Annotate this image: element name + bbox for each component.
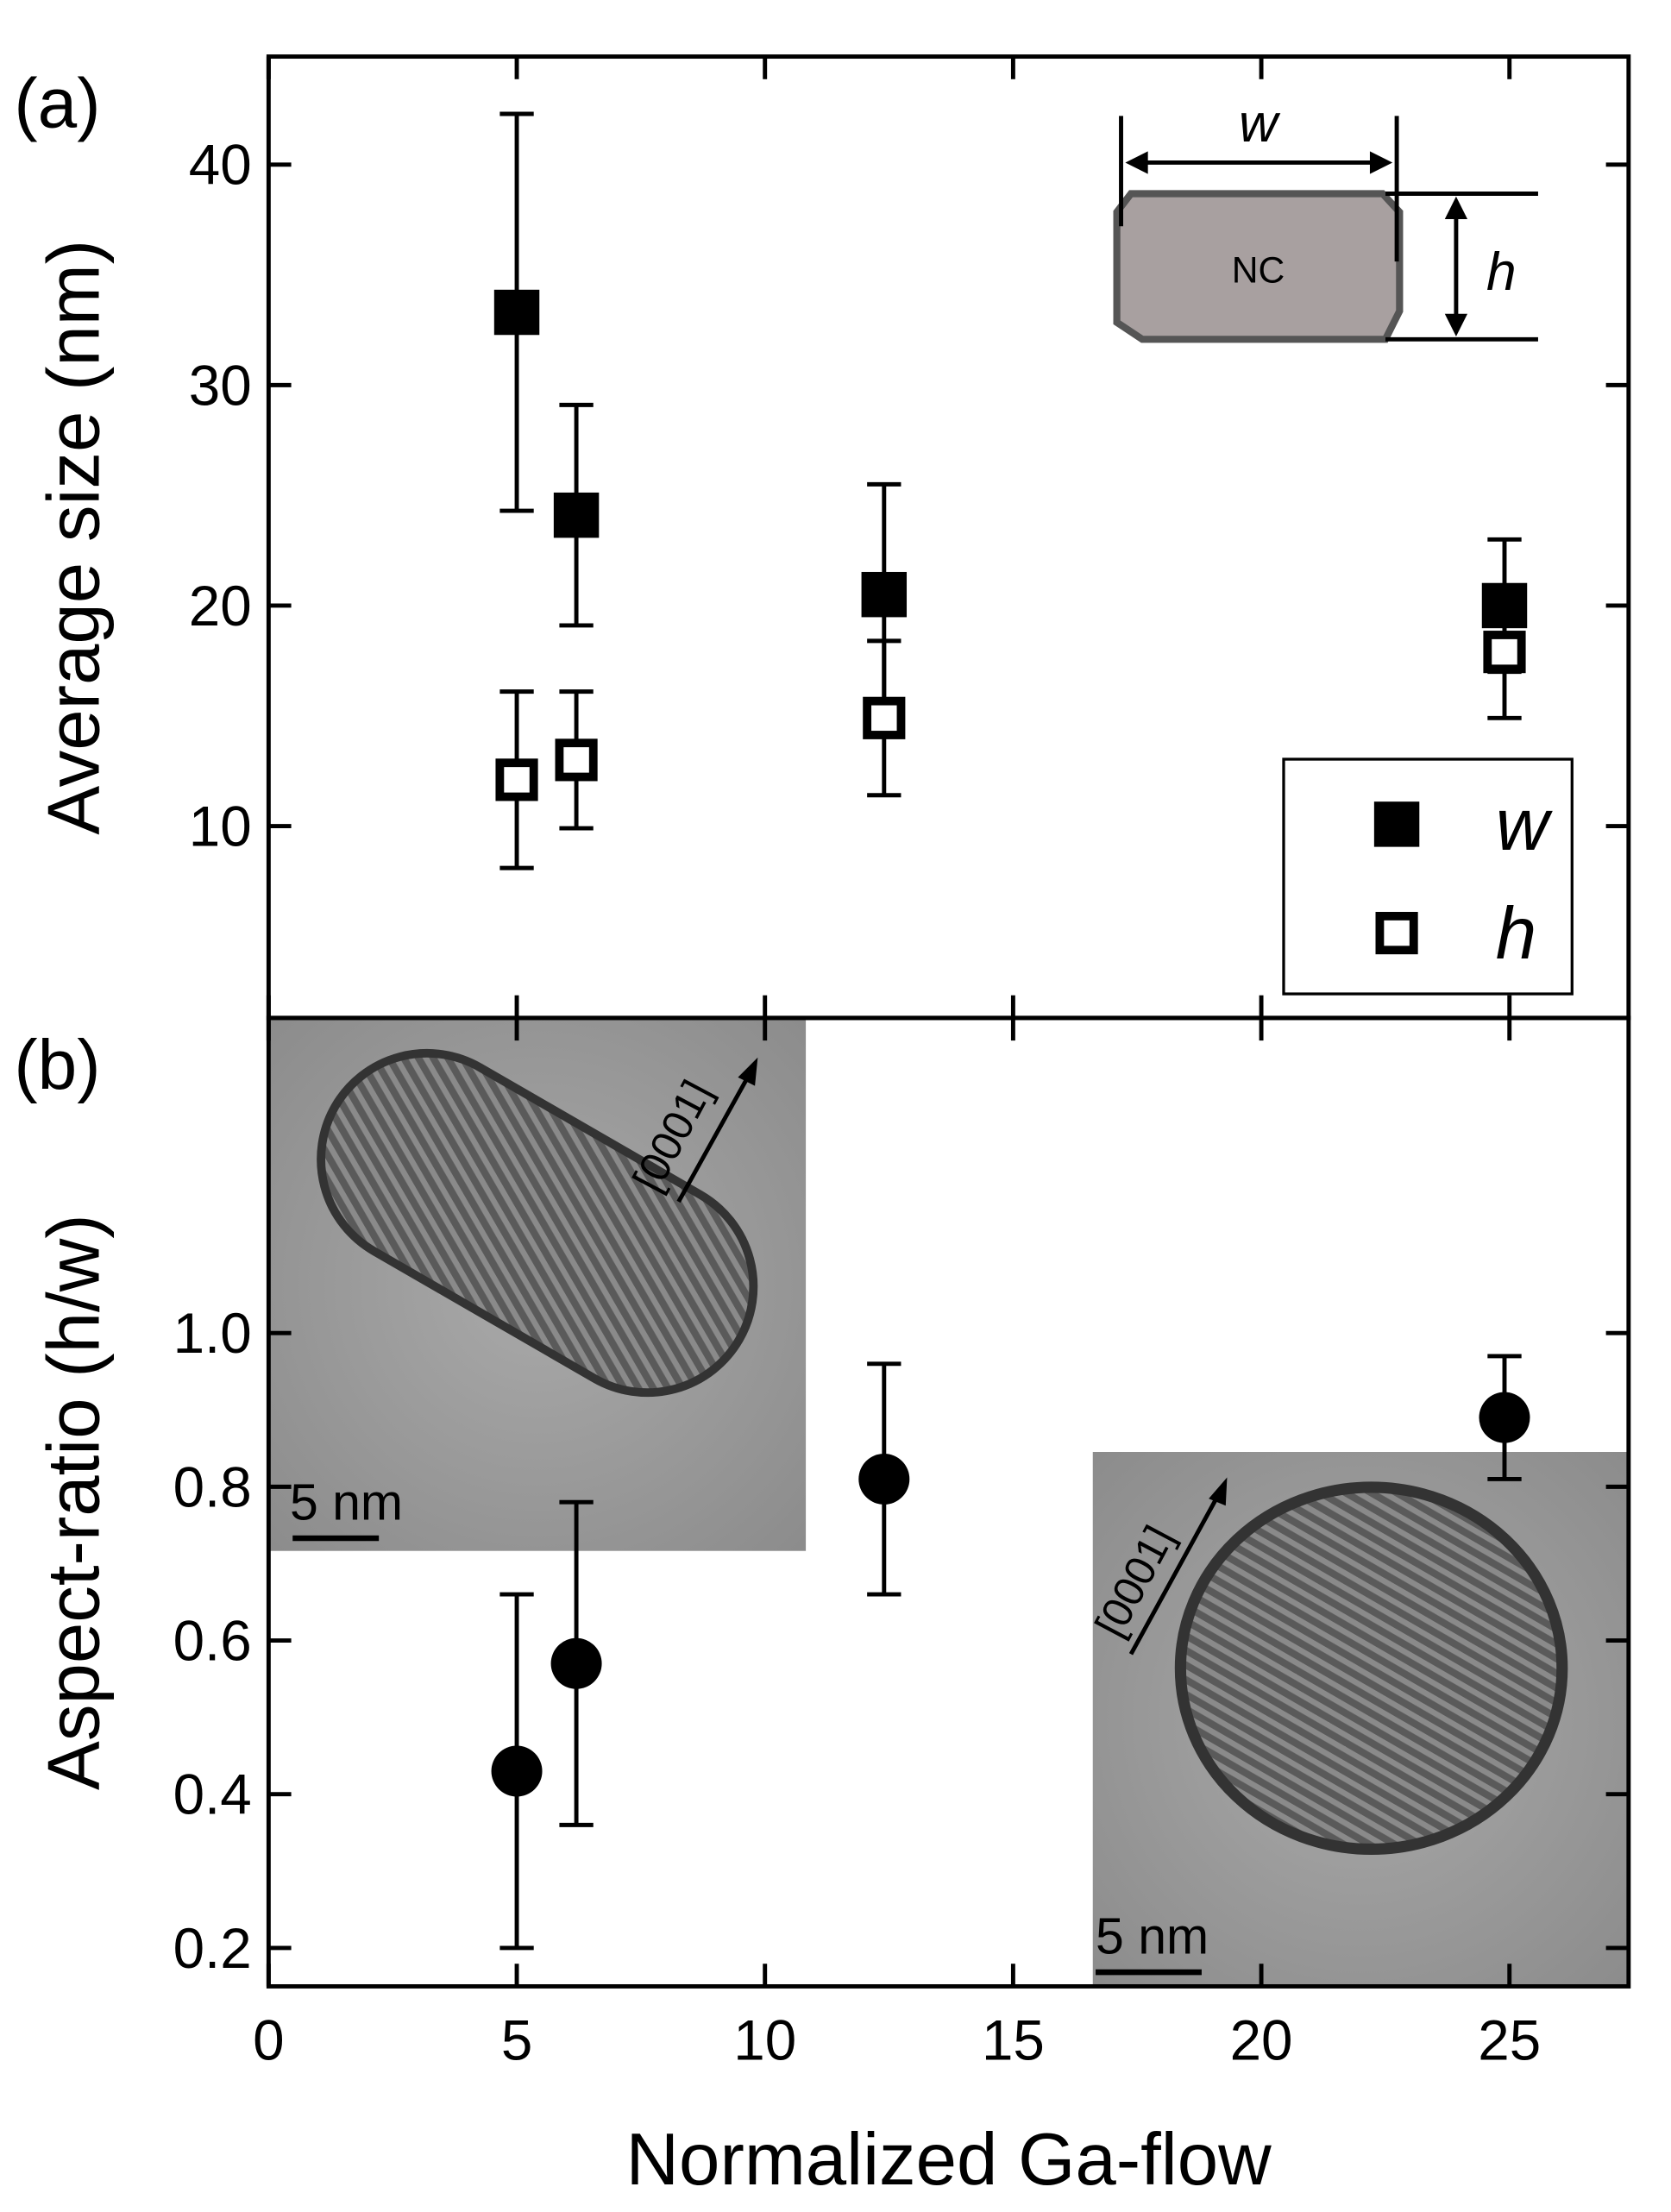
y-tick-label: 20 xyxy=(189,575,252,638)
data-point xyxy=(491,1745,543,1797)
legend-label: h xyxy=(1496,893,1536,975)
y-axis-title: Aspect-ratio (h/w) xyxy=(34,1214,116,1790)
arrow-head xyxy=(1369,151,1393,174)
y-tick-label: 1.0 xyxy=(173,1302,252,1365)
panel-label: (a) xyxy=(14,64,100,142)
direction-arrow xyxy=(676,1073,751,1203)
tem-images: 5 nm [0001] 5 nm [0001] xyxy=(268,1017,1629,1987)
data-point xyxy=(858,1453,910,1505)
data-point xyxy=(1483,631,1526,674)
arrow-head xyxy=(1444,313,1468,337)
y-tick-label: 0.8 xyxy=(173,1455,252,1518)
legend-marker xyxy=(1375,911,1418,955)
legend-label: w xyxy=(1496,784,1554,866)
legend-box xyxy=(1282,757,1574,996)
height-label: h xyxy=(1486,242,1517,302)
y-tick-label: 0.6 xyxy=(173,1609,252,1672)
data-point xyxy=(555,738,598,782)
x-tick-label: 25 xyxy=(1478,2009,1541,2072)
y-axis-title: Average size (nm) xyxy=(34,240,116,835)
legend-marker xyxy=(1373,801,1420,847)
data-point xyxy=(495,758,538,801)
width-label: w xyxy=(1239,94,1281,154)
arrow-head xyxy=(1125,151,1148,174)
nanocrystal xyxy=(317,1048,758,1398)
data-point xyxy=(861,571,908,618)
y-tick-label: 30 xyxy=(189,354,252,417)
y-tick-label: 0.2 xyxy=(173,1917,252,1980)
scale-label: 5 nm xyxy=(290,1474,403,1531)
data-point xyxy=(553,492,600,538)
data-point xyxy=(493,289,540,336)
x-tick-label: 10 xyxy=(733,2009,796,2072)
nanocrystal xyxy=(1174,1481,1568,1856)
plot-frame xyxy=(266,1015,1631,1989)
scale-label: 5 nm xyxy=(1096,1908,1209,1965)
body-label: NC xyxy=(1232,250,1285,292)
x-tick-label: 0 xyxy=(253,2009,284,2072)
y-tick-label: 10 xyxy=(189,795,252,858)
arrow-head xyxy=(1444,196,1468,220)
y-tick-label: 0.4 xyxy=(173,1763,252,1826)
arrow-head xyxy=(1209,1477,1228,1506)
data-point xyxy=(863,696,906,739)
panel-label: (b) xyxy=(14,1026,100,1104)
data-point xyxy=(550,1637,602,1689)
schematic-inset: w h NC xyxy=(1113,94,1538,343)
x-tick-label: 5 xyxy=(501,2009,532,2072)
x-axis-title: Normalized Ga-flow xyxy=(626,2119,1272,2201)
x-tick-label: 15 xyxy=(982,2009,1045,2072)
x-tick-label: 20 xyxy=(1230,2009,1293,2072)
direction-arrow xyxy=(1128,1492,1221,1656)
y-tick-label: 40 xyxy=(189,134,252,197)
data-point xyxy=(1479,1392,1530,1443)
arrow-head xyxy=(738,1057,758,1086)
